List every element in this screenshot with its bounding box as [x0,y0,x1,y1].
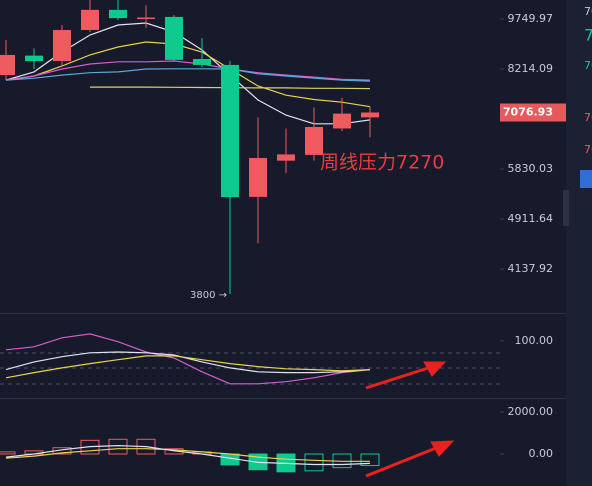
annotation: 3800 → [190,290,227,301]
indicator-line [5,351,371,374]
panel-text: 7 [584,26,592,45]
indicator-line [5,333,371,385]
indicator-line [5,60,371,81]
candle-body [277,154,295,161]
candle-body [249,158,267,197]
y-tick-label: 5830.03 [508,162,554,175]
y-tick-label: 4911.64 [508,212,554,225]
indicator-line [5,68,371,82]
candle-body [137,17,155,20]
histogram-bar [304,453,324,472]
candle-body [109,9,127,19]
panel-text: 70 [584,111,592,124]
y-tick-label: 8214.09 [508,62,554,75]
y-tick-label: 100.00 [515,334,554,347]
panel-tab[interactable] [580,170,592,188]
candle-body [193,59,211,65]
candle-body [305,126,323,155]
panel-text: 70 [584,5,592,18]
indicator-line [5,448,370,462]
panel-text: 70 [584,143,592,156]
indicator-line [5,41,371,108]
candle-body [53,29,71,62]
y-tick-label: 9749.97 [508,12,554,25]
histogram-bar [108,438,128,455]
y-tick-label: 4137.92 [508,262,554,275]
candle-body [81,9,99,30]
candle-body [361,112,379,118]
y-tick-label: 0.00 [529,447,554,460]
candle-body [333,113,351,129]
arrow-annotation [365,361,455,478]
candle-body [0,54,15,76]
last-price-label: 7076.93 [503,105,553,118]
candle-body [25,55,43,62]
indicator-line [5,355,371,379]
annotation: 周线压力7270 [320,152,444,174]
candle-body [221,64,239,198]
last-price-box [500,103,566,122]
indicator-line [5,444,371,466]
panel-text: 70 [584,59,592,72]
candle-body [165,16,183,60]
side-panel [566,0,592,486]
histogram-bar [360,453,380,467]
histogram-bar [0,451,16,455]
panel-toggle[interactable] [563,190,569,226]
y-tick-label: 2000.00 [508,405,554,418]
